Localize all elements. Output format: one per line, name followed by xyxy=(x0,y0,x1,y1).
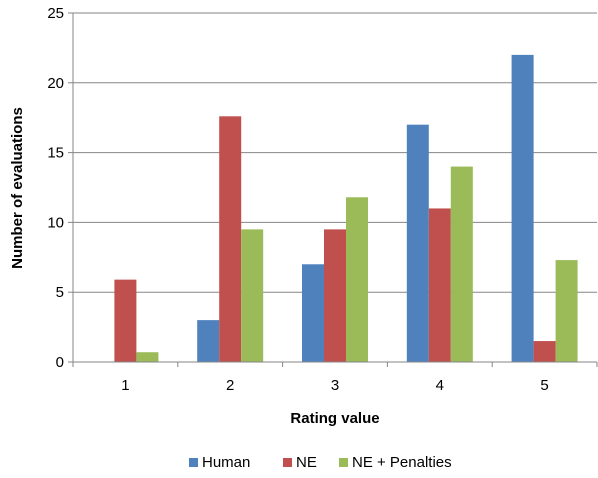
y-axis-title: Number of evaluations xyxy=(9,107,26,269)
bar-ne-3 xyxy=(324,229,346,362)
y-tick-label: 5 xyxy=(56,284,64,301)
x-tick-label: 1 xyxy=(121,377,129,394)
y-tick-label: 10 xyxy=(47,214,64,231)
x-tick-label: 4 xyxy=(436,377,444,394)
legend-swatch xyxy=(339,458,348,467)
bar-ne-5 xyxy=(533,341,556,362)
legend: Human NE NE + Penalties xyxy=(189,454,452,471)
bar-human-2 xyxy=(197,320,220,362)
x-tick-labels: 1 2 3 4 5 xyxy=(121,377,549,394)
bar-ne-1 xyxy=(114,279,137,362)
bar-human-3 xyxy=(302,264,324,362)
legend-label: Human xyxy=(202,454,250,471)
legend-label: NE xyxy=(296,454,317,471)
bar-ne-penalties-3 xyxy=(346,197,368,362)
bar-human-4 xyxy=(406,124,429,363)
x-tick-label: 3 xyxy=(331,377,339,394)
bar-human-5 xyxy=(511,54,534,362)
x-tick-label: 5 xyxy=(540,377,548,394)
y-tick-label: 20 xyxy=(47,75,64,92)
bar-ne-penalties-1 xyxy=(136,352,159,362)
bar-ne-penalties-5 xyxy=(555,260,578,362)
x-tick-label: 2 xyxy=(226,377,234,394)
legend-label: NE + Penalties xyxy=(352,454,452,471)
bars xyxy=(114,54,578,363)
y-tick-label: 0 xyxy=(56,354,64,371)
x-axis-title: Rating value xyxy=(290,410,379,427)
bar-ne-2 xyxy=(219,116,242,362)
bar-ne-4 xyxy=(428,208,451,362)
bar-ne-penalties-4 xyxy=(450,166,473,362)
y-tick-label: 15 xyxy=(47,145,64,162)
bar-ne-penalties-2 xyxy=(241,229,264,362)
legend-swatch xyxy=(283,458,292,467)
axes xyxy=(68,12,598,367)
legend-swatch xyxy=(189,458,198,467)
y-tick-label: 25 xyxy=(47,5,64,22)
y-tick-labels: 0 5 10 15 20 25 xyxy=(47,5,64,371)
gridlines xyxy=(73,12,597,293)
